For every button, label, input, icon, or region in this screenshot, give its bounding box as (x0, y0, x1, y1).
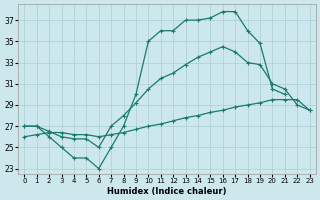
X-axis label: Humidex (Indice chaleur): Humidex (Indice chaleur) (107, 187, 227, 196)
